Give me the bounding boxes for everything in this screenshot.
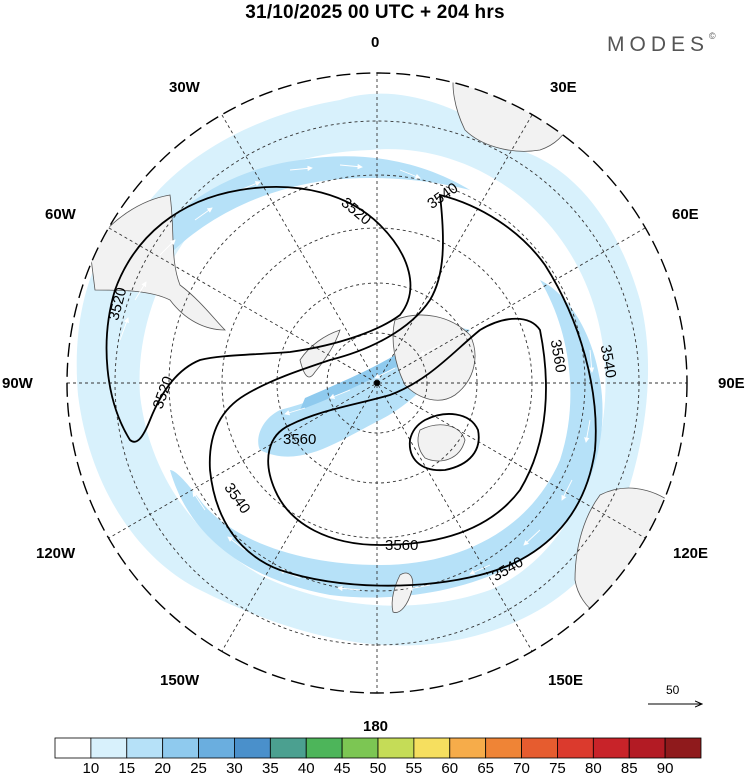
wind-arrow [471, 479, 491, 495]
wind-arrow [511, 419, 521, 441]
colorbar-tick-label: 75 [549, 760, 566, 777]
wind-arrow [227, 536, 246, 551]
contour-label: 3560 [283, 431, 316, 448]
meridian-30e-150w [221, 114, 533, 652]
wind-arrow [317, 512, 341, 521]
wind-arrow [469, 564, 491, 575]
contour-label: 3560 [385, 537, 418, 554]
lon-label-180: 180 [363, 718, 389, 735]
wind-arrow [561, 479, 573, 501]
south-america-land [89, 194, 226, 331]
colorbar-tick-label: 70 [513, 760, 530, 777]
contour-3540 [208, 193, 597, 587]
meridian-30w-150e [221, 114, 533, 652]
wind-arrow [584, 419, 591, 443]
colorbar-tick-label: 90 [656, 760, 674, 777]
wind-arrow [523, 529, 541, 546]
wind-arrow [194, 207, 213, 221]
colorbar-tick-label: 40 [297, 760, 315, 777]
colorbar-tick-label: 80 [584, 760, 602, 777]
contour-label: 3520 [150, 374, 177, 411]
map-border [66, 72, 688, 694]
lon-label-60w: 60W [45, 206, 76, 223]
contour-3560 [267, 317, 547, 546]
antarctic-peninsula-land [299, 329, 341, 378]
wind-arrow [569, 289, 579, 311]
contour-label: 3560 [547, 338, 570, 374]
lon-label-90w: 90W [2, 375, 33, 392]
wind-arrow [479, 199, 499, 213]
contour-label: 3540 [220, 480, 253, 517]
wind-arrow [588, 349, 595, 373]
wind-arrow [192, 491, 206, 511]
colorbar-tick-label: 60 [441, 760, 459, 777]
contour-3520-outer [105, 186, 412, 443]
jet-band-core [170, 280, 603, 598]
brand-text: MODES [607, 33, 710, 56]
sub-antarctic-island [417, 424, 466, 462]
colorbar-tick-label: 20 [154, 760, 171, 777]
meridian-60w-120e [108, 227, 646, 539]
lon-label-150e: 150E [548, 672, 584, 689]
lon-label-120w: 120W [36, 545, 76, 562]
meridian-60e-120w [108, 227, 646, 539]
wind-arrow [529, 239, 544, 257]
colorbar-tick-label: 35 [261, 760, 279, 777]
south-pole-marker [374, 380, 380, 386]
wind-arrow [171, 439, 181, 461]
colorbar-tick-label: 15 [118, 760, 136, 777]
wind-arrow [134, 281, 147, 301]
lon-label-30e: 30E [550, 79, 577, 96]
wind-arrow [329, 389, 351, 399]
lon-label-60e: 60E [672, 206, 699, 223]
wind-arrow [337, 585, 361, 592]
colorbar-tick-label: 45 [333, 760, 351, 777]
lon-label-120e: 120E [673, 545, 709, 562]
map-title: 31/10/2025 00 UTC + 204 hrs [245, 2, 505, 23]
wind-arrow [339, 163, 363, 170]
lon-label-0: 0 [371, 34, 380, 51]
modes-logo: MODES© [607, 31, 716, 57]
wind-arrow [374, 367, 396, 379]
wind-arrow [284, 407, 306, 416]
wind-arrow [397, 519, 421, 526]
colorbar-tick-label: 55 [405, 760, 423, 777]
new-zealand-land [391, 572, 414, 613]
wind-arrow [419, 344, 441, 356]
wind-arrow [159, 239, 176, 256]
wind-arrow [407, 584, 431, 591]
colorbar-tick-label: 30 [226, 760, 243, 777]
copyright-mark: © [709, 31, 716, 41]
wind-arrow [119, 317, 129, 341]
wind-vectors [119, 163, 595, 592]
contour-label: 3520 [338, 194, 374, 228]
colorbar-tick-label: 50 [369, 760, 387, 777]
east-antarctica-land [392, 314, 476, 401]
lon-label-90e: 90E [718, 375, 745, 392]
contour-label: 3540 [597, 344, 620, 380]
reference-vector-label: 50 [666, 683, 680, 697]
colorbar-tick-label: 65 [477, 760, 494, 777]
contour-3560-closed [409, 413, 480, 471]
jet-upper-arc [120, 156, 470, 290]
colorbar-tick-label: 10 [82, 760, 100, 777]
wind-arrow [399, 169, 421, 179]
colorbar-tick-label: 85 [620, 760, 638, 777]
lon-label-30w: 30W [169, 79, 200, 96]
lon-label-150w: 150W [160, 672, 200, 689]
geopotential-contours [105, 186, 597, 587]
colorbar-tick-label: 25 [190, 760, 207, 777]
wind-arrow [289, 165, 313, 172]
